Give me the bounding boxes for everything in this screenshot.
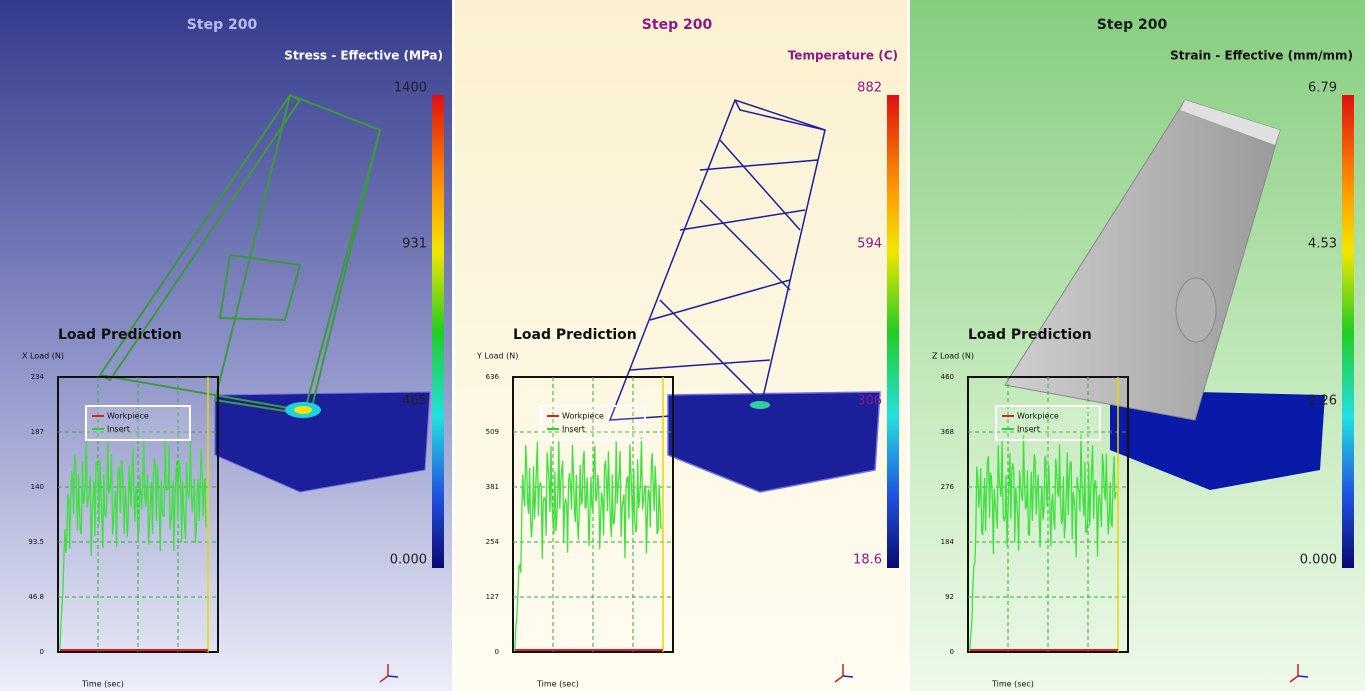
legend-label: Workpiece	[562, 412, 604, 421]
y-tick-label: 187	[31, 428, 44, 436]
y-tick-label: 93.5	[28, 538, 44, 546]
scale-label: 882	[857, 81, 882, 96]
y-tick-label: 368	[941, 428, 954, 436]
y-tick-label: 140	[31, 483, 44, 491]
axis-label: Y Load (N)	[476, 352, 518, 361]
legend-label: Insert	[1017, 425, 1040, 434]
panel-background	[0, 0, 452, 691]
legend-label: Workpiece	[1017, 412, 1059, 421]
legend-title: Temperature (C)	[788, 49, 898, 63]
scale-label: 465	[402, 394, 427, 409]
scale-label: 6.79	[1308, 81, 1337, 96]
x-axis-label: Time (sec)	[536, 680, 579, 689]
y-tick-label: 234	[31, 373, 45, 381]
panel-background	[455, 0, 907, 691]
screenshot: Step 200Stress - Effective (MPa)14009314…	[0, 0, 1365, 691]
legend-label: Insert	[562, 425, 585, 434]
x-axis-label: Time (sec)	[81, 680, 124, 689]
load-title: Load Prediction	[968, 327, 1092, 343]
scale-label: 0.000	[390, 553, 427, 568]
scale-label: 931	[402, 237, 427, 252]
y-tick-label: 127	[486, 593, 499, 601]
legend-title: Stress - Effective (MPa)	[284, 49, 443, 63]
y-tick-label: 0	[950, 648, 954, 656]
scale-label: 2.26	[1308, 394, 1337, 409]
y-tick-label: 381	[486, 483, 499, 491]
triad-axis	[843, 676, 853, 677]
y-tick-label: 0	[40, 648, 44, 656]
scale-label: 4.53	[1308, 237, 1337, 252]
load-title: Load Prediction	[513, 327, 637, 343]
step-label: Step 200	[1097, 17, 1168, 33]
y-tick-label: 254	[486, 538, 500, 546]
y-tick-label: 509	[486, 428, 499, 436]
scale-label: 0.000	[1300, 553, 1337, 568]
step-label: Step 200	[187, 17, 258, 33]
axis-label: X Load (N)	[22, 352, 64, 361]
y-tick-label: 636	[486, 373, 500, 381]
scale-label: 1400	[394, 81, 427, 96]
scale-label: 306	[857, 394, 882, 409]
triad-axis	[1298, 676, 1308, 677]
y-tick-label: 460	[941, 373, 954, 381]
x-axis-label: Time (sec)	[991, 680, 1034, 689]
y-tick-label: 46.8	[28, 593, 44, 601]
step-label: Step 200	[642, 17, 713, 33]
y-tick-label: 184	[941, 538, 955, 546]
y-tick-label: 92	[945, 593, 954, 601]
triad-axis	[388, 676, 398, 677]
y-tick-label: 276	[941, 483, 955, 491]
scale-label: 18.6	[853, 553, 882, 568]
legend-label: Workpiece	[107, 412, 149, 421]
load-title: Load Prediction	[58, 327, 182, 343]
scale-label: 594	[857, 237, 882, 252]
legend-label: Insert	[107, 425, 130, 434]
y-tick-label: 0	[495, 648, 499, 656]
color-bar	[1342, 95, 1354, 568]
color-bar	[432, 95, 444, 568]
legend-title: Strain - Effective (mm/mm)	[1170, 49, 1353, 63]
axis-label: Z Load (N)	[932, 352, 974, 361]
color-bar	[887, 95, 899, 568]
